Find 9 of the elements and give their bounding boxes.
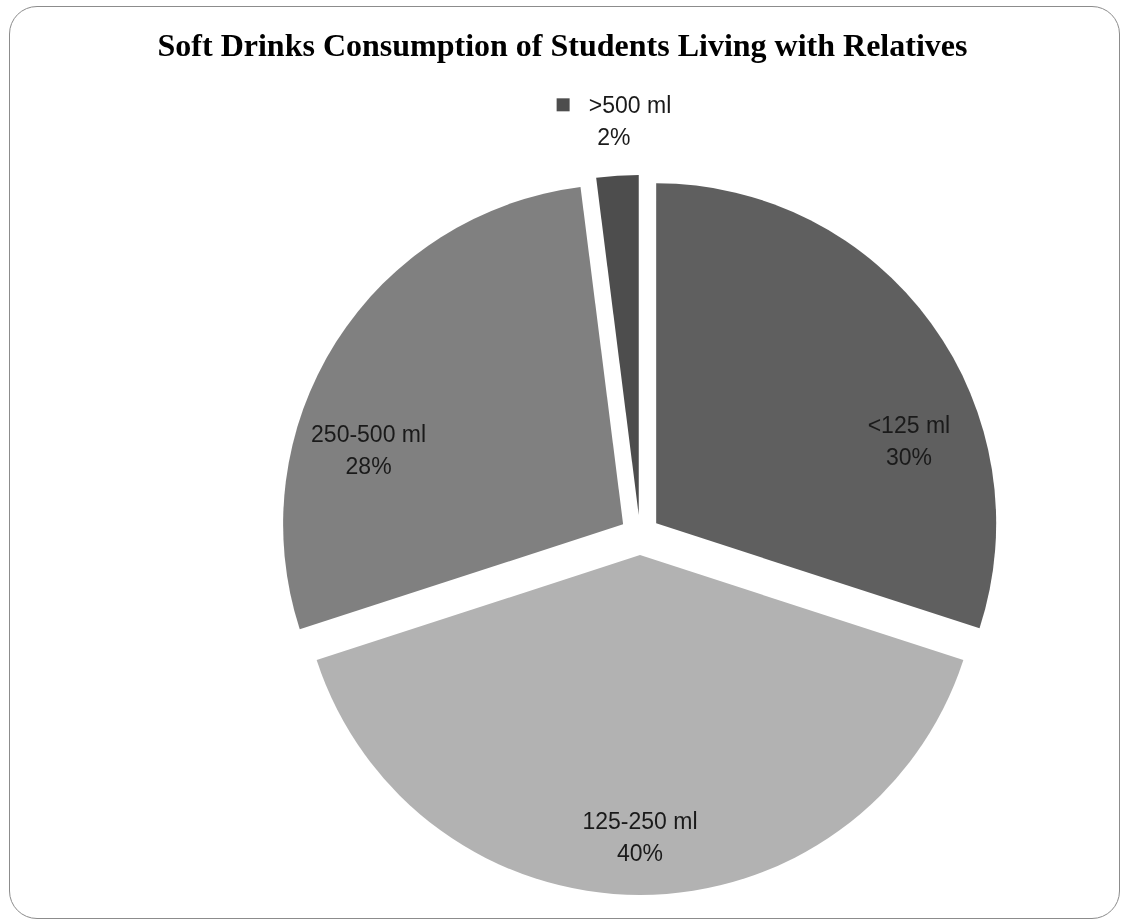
data-label: 2% xyxy=(597,123,631,150)
slice-label: 250-500 ml xyxy=(311,421,427,448)
data-label: 40% xyxy=(616,840,664,867)
data-label: 28% xyxy=(345,453,392,480)
data-label: 30% xyxy=(885,444,932,471)
slice-label: 125-250 ml xyxy=(582,808,698,835)
chart-title: Soft Drinks Consumption of Students Living with Relatives xyxy=(157,27,968,63)
slice-label: <125 ml xyxy=(867,412,951,439)
legend-label: >500 ml xyxy=(569,91,672,118)
